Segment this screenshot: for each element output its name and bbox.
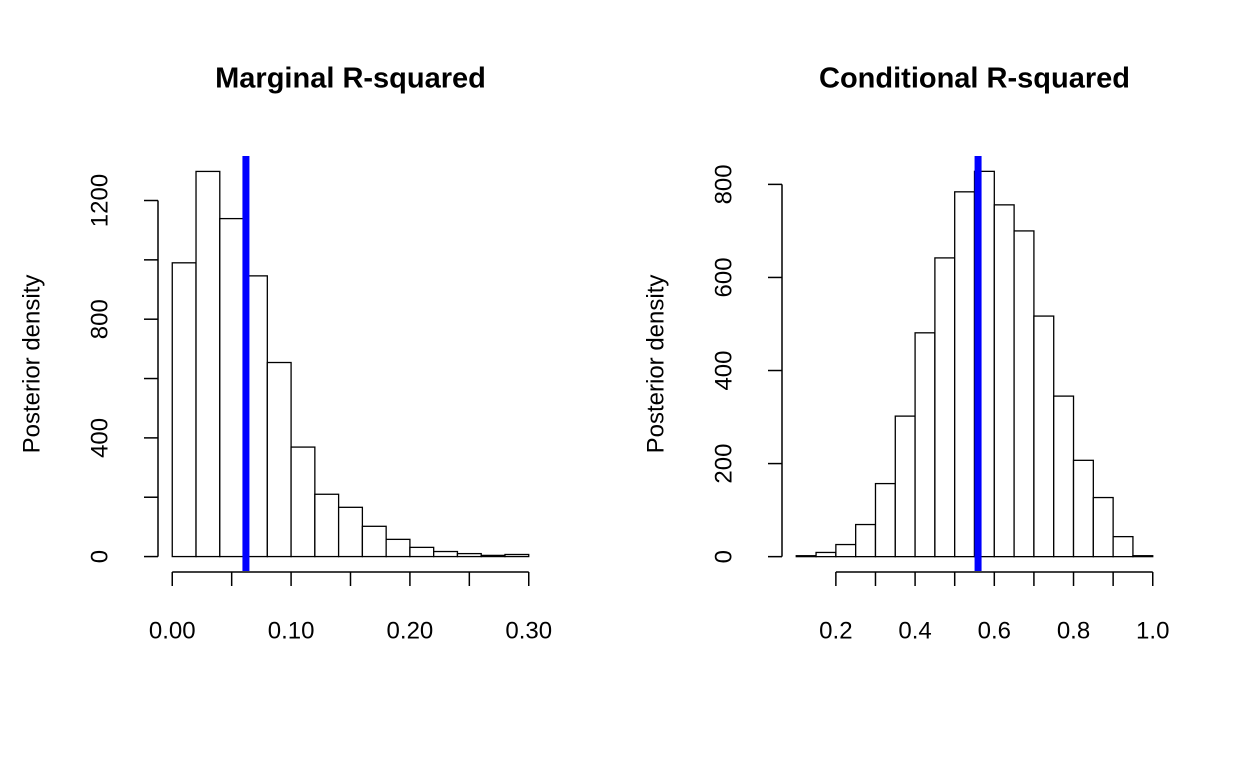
- bar: [171, 262, 197, 558]
- bar: [1072, 459, 1094, 558]
- y-tick-label: 600: [710, 257, 737, 297]
- bar: [954, 191, 976, 558]
- bar: [815, 551, 837, 558]
- chart-title: Marginal R-squared: [215, 63, 486, 95]
- bar: [1112, 535, 1134, 558]
- y-axis-label: Posterior density: [642, 275, 669, 454]
- x-tick-label: 1.0: [1136, 617, 1169, 644]
- bar: [456, 552, 482, 558]
- bar: [266, 361, 292, 558]
- bar: [219, 217, 245, 558]
- x-tick-label: 0.10: [268, 617, 315, 644]
- bar: [1013, 230, 1035, 558]
- bar: [385, 538, 411, 558]
- bar: [874, 482, 896, 558]
- bar: [855, 523, 877, 558]
- x-tick-label: 0.20: [387, 617, 434, 644]
- y-tick-label: 400: [710, 350, 737, 390]
- bar: [1033, 315, 1055, 558]
- bar: [1092, 496, 1114, 558]
- bar: [361, 525, 387, 558]
- y-tick-label: 800: [710, 164, 737, 204]
- bar: [1053, 395, 1075, 558]
- bar: [409, 546, 435, 558]
- chart-title: Conditional R-squared: [819, 63, 1130, 95]
- bar: [314, 493, 340, 558]
- bar: [433, 550, 459, 558]
- y-tick-label: 0: [86, 550, 113, 563]
- bar: [480, 554, 506, 558]
- bar: [894, 415, 916, 558]
- y-tick-label: 0: [710, 550, 737, 563]
- x-tick-label: 0.30: [505, 617, 552, 644]
- bar: [993, 204, 1015, 558]
- x-tick-label: 0.8: [1057, 617, 1090, 644]
- bar: [835, 543, 857, 558]
- x-tick-label: 0.6: [978, 617, 1011, 644]
- bar: [504, 553, 530, 558]
- bar: [914, 332, 936, 558]
- x-tick-label: 0.00: [149, 617, 196, 644]
- y-tick-label: 800: [86, 299, 113, 339]
- bar: [195, 170, 221, 558]
- y-axis-label: Posterior density: [18, 275, 45, 454]
- bar: [934, 257, 956, 558]
- bar: [1132, 555, 1154, 558]
- x-tick-label: 0.4: [898, 617, 931, 644]
- y-tick-label: 400: [86, 418, 113, 458]
- y-tick-label: 1200: [86, 174, 113, 227]
- bar: [290, 446, 316, 558]
- y-tick-label: 200: [710, 444, 737, 484]
- bar: [795, 555, 817, 558]
- bar: [337, 506, 364, 558]
- x-tick-label: 0.2: [819, 617, 852, 644]
